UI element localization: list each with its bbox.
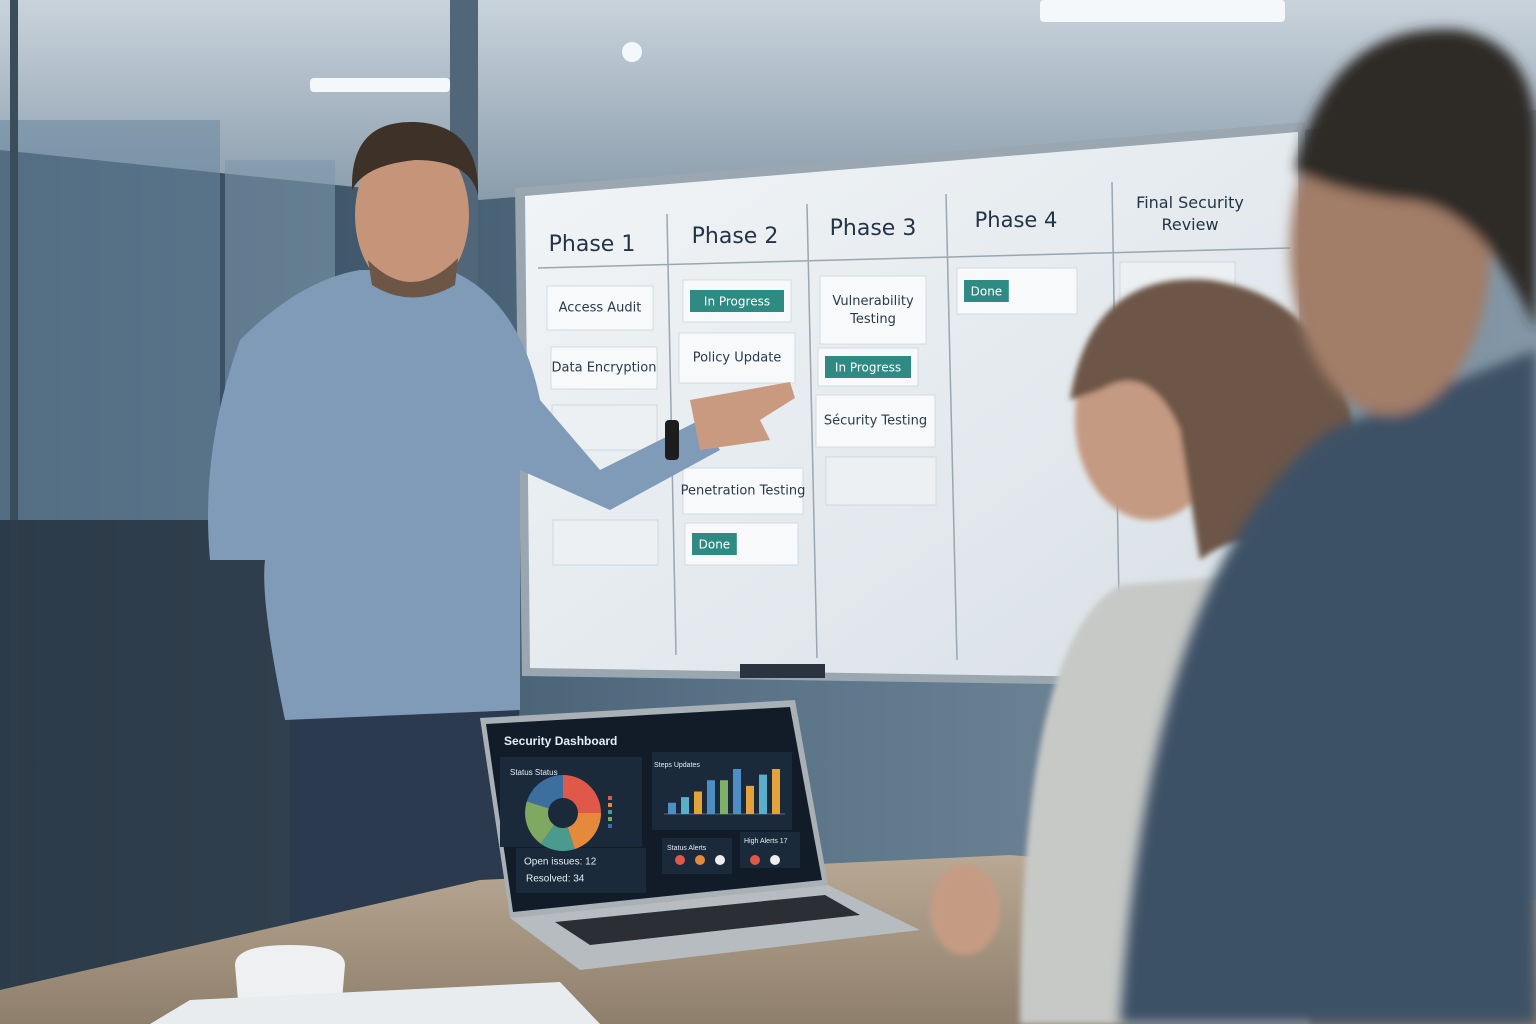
note-text-line: Vulnerability — [832, 294, 914, 309]
bar — [746, 785, 754, 814]
status-tag — [825, 356, 911, 378]
status-tag — [690, 290, 784, 312]
note-text-line: Testing — [849, 312, 896, 327]
column-title: Phase 1 — [549, 232, 636, 257]
alert-icon — [675, 855, 685, 865]
ceiling-light — [310, 78, 450, 92]
column-title: Phase 3 — [830, 216, 917, 241]
board-content: Phase 1 Access Audit Data Encryption Phase … — [546, 193, 1244, 566]
status-tag-text: Done — [971, 285, 1003, 299]
donut-legend-swatch — [608, 824, 612, 828]
alerts-title: Status Alerts — [667, 845, 707, 852]
glass-frame — [10, 0, 18, 1024]
window — [0, 120, 220, 520]
note-text: Access Audit — [559, 301, 642, 316]
papers — [150, 982, 600, 1024]
note-card — [819, 275, 927, 345]
donut-segment — [526, 775, 563, 809]
alert-icon — [770, 855, 780, 865]
bar — [681, 797, 689, 814]
status-tag-text: In Progress — [835, 361, 901, 375]
dashboard-panel — [516, 848, 646, 893]
dashboard: Security Dashboard Status Status Steps U… — [500, 734, 800, 893]
note-text: Sécurity Testing — [824, 414, 927, 429]
presenter-hair — [351, 121, 479, 195]
note-text: Data Encryption — [552, 361, 657, 376]
column-title: Phase 2 — [692, 224, 779, 249]
alert-icon — [750, 855, 760, 865]
donut-segment — [567, 813, 601, 850]
blank-note — [825, 456, 937, 506]
man-jacket — [1120, 350, 1536, 1024]
note-card — [550, 346, 658, 390]
donut-legend-swatch — [608, 810, 612, 814]
note-text: Policy Update — [693, 351, 782, 366]
note-card — [546, 285, 654, 331]
donut-legend-swatch — [608, 796, 612, 800]
status-tag-text: Done — [699, 538, 731, 552]
dashboard-panel — [740, 832, 800, 868]
ceiling-light — [622, 42, 642, 62]
presenter-jeans — [290, 700, 520, 940]
note-text: Vulnerability Testing — [832, 294, 914, 327]
note-card — [815, 394, 936, 448]
marker-tray — [740, 664, 825, 678]
woman-hand — [930, 865, 1000, 955]
donut-segment — [525, 801, 555, 844]
status-tag — [964, 280, 1009, 302]
presenter-watch — [665, 420, 679, 460]
donut-segment — [540, 825, 575, 851]
board-line — [806, 203, 818, 659]
presenter-beard — [368, 258, 458, 298]
presenter-face — [355, 135, 469, 295]
bar — [694, 791, 702, 814]
column-title-line: Review — [1161, 215, 1218, 234]
man-foreground — [1120, 29, 1536, 1024]
dashboard-charts — [525, 769, 785, 865]
ceiling-light — [1040, 0, 1285, 22]
column-title-line: Final Security — [1136, 193, 1244, 212]
dashboard-title: Security Dashboard — [504, 734, 617, 748]
donut-segment — [563, 775, 601, 813]
note-card — [682, 467, 804, 515]
bar — [720, 780, 728, 814]
status-tag-text: In Progress — [704, 295, 770, 309]
board-line — [945, 193, 958, 661]
resolved: Resolved: 34 — [526, 874, 585, 885]
donut-legend-swatch — [608, 817, 612, 821]
alert-icon — [695, 855, 705, 865]
board-line — [537, 247, 1291, 269]
alert-icon — [715, 855, 725, 865]
bar — [733, 769, 741, 814]
bar-title: Steps Updates — [654, 762, 700, 769]
laptop-keyboard — [555, 895, 860, 945]
donut-title: Status Status — [510, 768, 558, 777]
donut-legend-swatch — [608, 803, 612, 807]
column-title: Final Security Review — [1136, 193, 1244, 234]
bar — [668, 802, 676, 814]
open-issues: Open issues: 12 — [524, 857, 597, 868]
note-card — [678, 332, 796, 384]
blank-note — [552, 519, 659, 566]
bar — [707, 780, 715, 814]
bar — [759, 774, 767, 814]
man-hair — [1295, 29, 1536, 330]
presenter — [208, 121, 795, 940]
note-text: Penetration Testing — [681, 484, 806, 499]
status-tag — [692, 533, 737, 555]
presenter-hand — [690, 382, 795, 450]
high-alerts: High Alerts 17 — [744, 838, 788, 845]
column-title: Phase 4 — [975, 208, 1058, 232]
presenter-shirt — [208, 270, 720, 720]
bar — [772, 769, 780, 814]
